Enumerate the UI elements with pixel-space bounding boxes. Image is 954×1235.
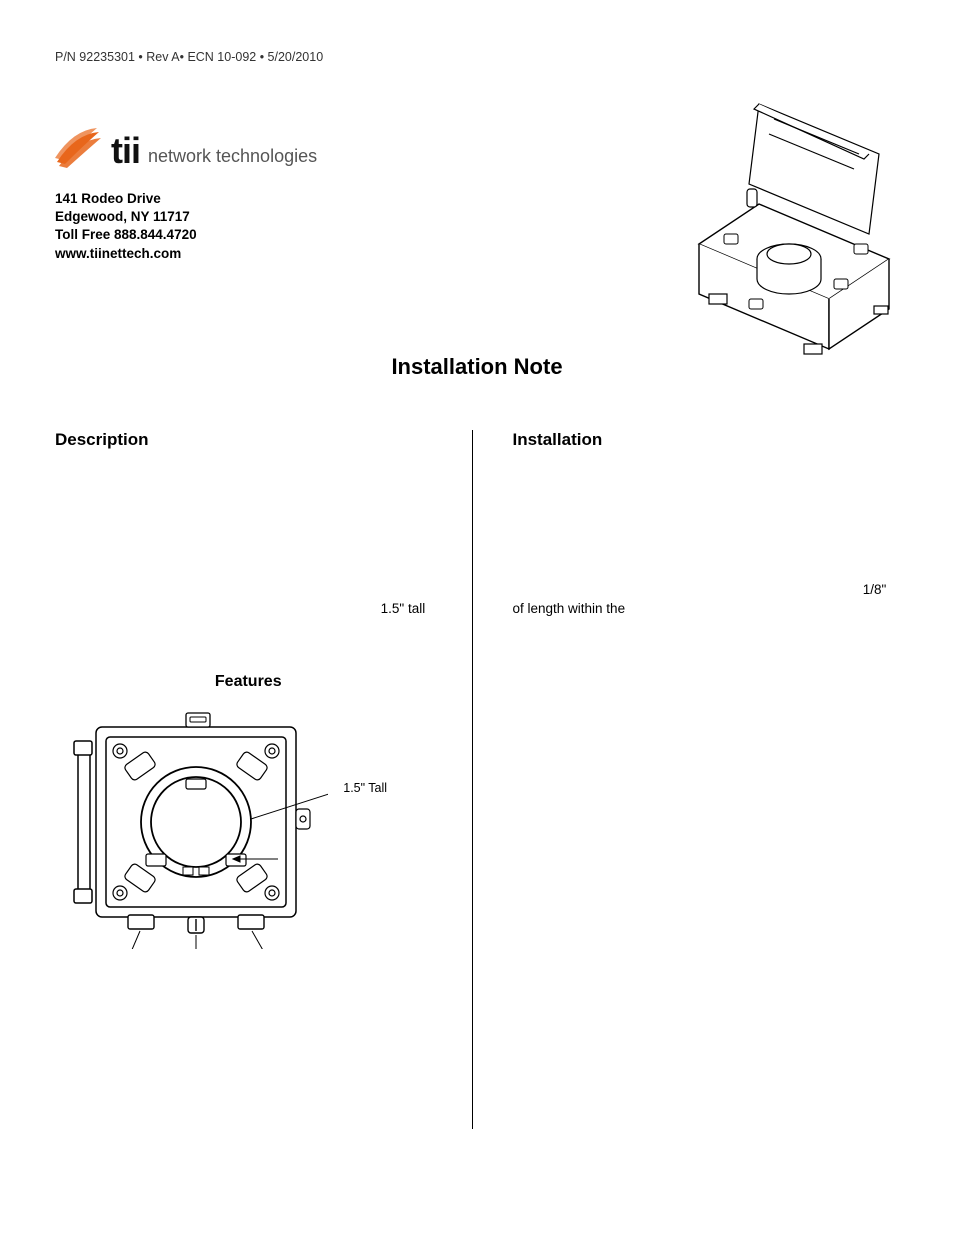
right-column: Installation Lorem ipsum dolor sit amet … [473, 430, 900, 1129]
logo-text: tii [111, 130, 140, 172]
features-diagram: 1.5" Tall [58, 699, 438, 954]
installation-body: Lorem ipsum dolor sit amet consectetur a… [513, 468, 900, 1129]
addr-line-3: Toll Free 888.844.4720 [55, 226, 317, 244]
installation-heading: Installation [513, 430, 900, 450]
company-block: tii network technologies 141 Rodeo Drive… [55, 124, 317, 263]
logo-subtext: network technologies [148, 146, 317, 167]
addr-line-2: Edgewood, NY 11717 [55, 208, 317, 226]
left-column: Description Lorem ipsum dolor sit amet c… [55, 430, 473, 1129]
product-isometric-illustration [639, 94, 899, 364]
description-heading: Description [55, 430, 442, 450]
addr-line-1: 141 Rodeo Drive [55, 190, 317, 208]
company-logo: tii network technologies [55, 124, 317, 172]
callout-15-tall: 1.5" Tall [343, 781, 387, 795]
frag-18-length: 1/8" of length within the [513, 582, 887, 616]
document-header-line: P/N 92235301 • Rev A• ECN 10-092 • 5/20/… [55, 50, 899, 64]
company-address: 141 Rodeo Drive Edgewood, NY 11717 Toll … [55, 190, 317, 263]
top-section: tii network technologies 141 Rodeo Drive… [55, 94, 899, 364]
description-body: Lorem ipsum dolor sit amet consectetur a… [55, 468, 442, 638]
frag-15-tall: 1.5" tall [381, 601, 426, 616]
features-heading: Features [55, 673, 442, 691]
two-column-layout: Description Lorem ipsum dolor sit amet c… [55, 430, 899, 1129]
addr-line-4: www.tiinettech.com [55, 245, 317, 263]
logo-mark-icon [55, 124, 103, 172]
